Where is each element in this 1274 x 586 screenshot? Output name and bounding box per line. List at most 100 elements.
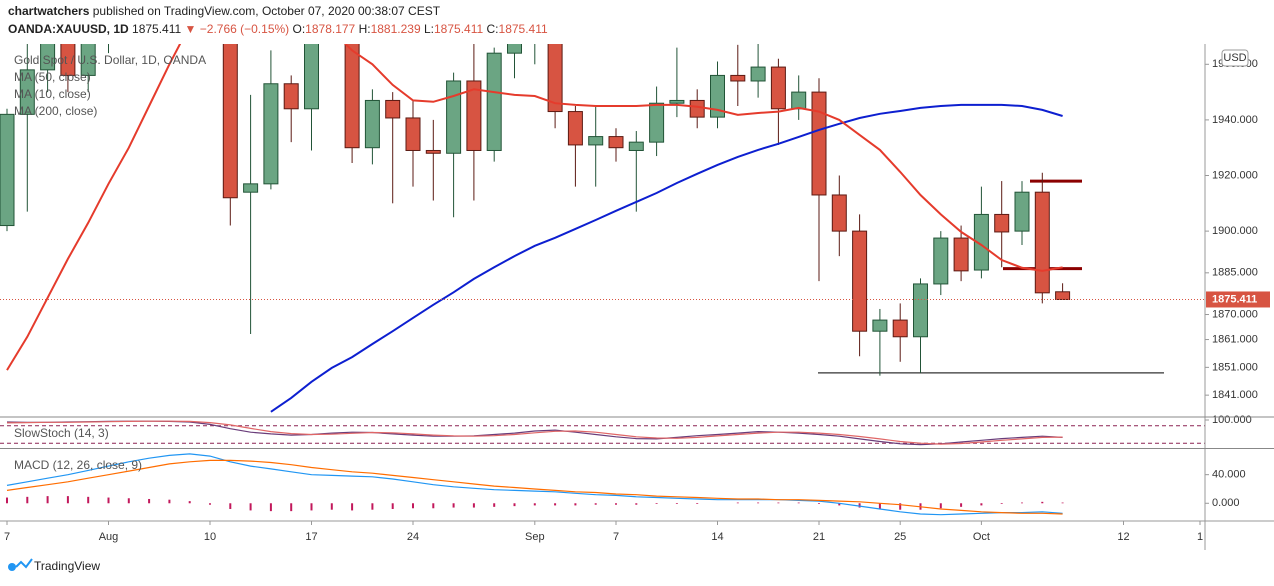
- macd-histogram-bar: [574, 503, 577, 506]
- legend-entry: MA (200, close): [14, 104, 97, 118]
- candle-body: [283, 83, 299, 110]
- macd-histogram-bar: [371, 503, 374, 510]
- ma-line: [6, 44, 1063, 371]
- author: chartwatchers: [8, 4, 90, 18]
- candle-body: [994, 213, 1010, 233]
- macd-histogram-bar: [635, 503, 638, 505]
- candle-body: [304, 44, 319, 110]
- candle-body: [669, 99, 685, 104]
- header-line-2: OANDA:XAUUSD, 1D 1875.411 ▼ −2.766 (−0.1…: [8, 22, 548, 36]
- macd-histogram-bar: [351, 503, 354, 511]
- ohlc-h-key: H:: [359, 22, 371, 36]
- x-tick-label: 1: [1197, 531, 1203, 543]
- currency: USD: [1223, 52, 1246, 64]
- candle-body: [19, 69, 35, 115]
- candle-body: [831, 194, 847, 232]
- ohlc-l-key: L:: [424, 22, 434, 36]
- macd-histogram-bar: [1021, 502, 1023, 504]
- macd-histogram-bar: [493, 503, 496, 507]
- y-tick-label: 1940.000: [1212, 114, 1258, 126]
- macd-title: MACD (12, 26, close, 9): [14, 458, 142, 472]
- macd-histogram-bar: [472, 503, 475, 508]
- macd-histogram-bar: [66, 496, 69, 504]
- macd-histogram-bar: [6, 497, 8, 504]
- brand: TradingView: [34, 559, 100, 573]
- x-tick-label: 7: [613, 531, 619, 543]
- y-tick-label: 0.000: [1212, 497, 1240, 509]
- macd-histogram-bar: [188, 501, 191, 504]
- macd-histogram-bar: [229, 503, 232, 509]
- x-tick-label: Sep: [525, 531, 545, 543]
- candle-body: [425, 149, 441, 154]
- macd-histogram-bar: [269, 503, 272, 512]
- candle-body: [750, 66, 766, 82]
- macd-histogram-bar: [594, 503, 597, 505]
- macd-histogram-bar: [107, 497, 110, 504]
- stoch-pane: [0, 420, 1205, 446]
- macd-histogram-bar: [655, 503, 658, 504]
- candle-body: [1014, 191, 1030, 232]
- candle-body: [466, 80, 482, 151]
- candle-body: [710, 74, 725, 118]
- candle-body: [364, 99, 380, 149]
- y-tick-label: 1920.000: [1212, 169, 1258, 181]
- last-price-box: [1206, 291, 1270, 308]
- candle-body: [222, 44, 238, 199]
- candle-body: [852, 230, 868, 332]
- legend-entry: MA (10, close): [14, 87, 91, 101]
- macd-histogram-bar: [127, 498, 130, 504]
- macd-histogram-bar: [87, 496, 90, 504]
- candle-body: [892, 319, 908, 338]
- change: ▼ −2.766 (−0.15%): [185, 22, 290, 36]
- y-tick-label: 1841.000: [1212, 389, 1258, 401]
- macd-histogram-bar: [1041, 501, 1044, 504]
- candle-body: [0, 113, 15, 227]
- macd-histogram-bar: [1000, 503, 1003, 504]
- candle-body: [60, 44, 76, 76]
- macd-histogram-bar: [26, 496, 29, 504]
- candle-body: [405, 117, 421, 151]
- macd-histogram-bar: [818, 503, 820, 504]
- candle-body: [547, 44, 563, 113]
- symbol: OANDA:XAUUSD, 1D: [8, 22, 129, 36]
- macd-histogram-bar: [878, 503, 881, 509]
- last-price-label: 1875.411: [1212, 293, 1257, 305]
- macd-histogram-bar: [249, 503, 252, 511]
- candle-body: [872, 319, 888, 332]
- y-tick-label: 1861.000: [1212, 333, 1258, 345]
- x-tick-label: 7: [4, 531, 10, 543]
- candle-body: [567, 111, 583, 146]
- macd-histogram-bar: [148, 498, 151, 504]
- x-tick-label: 10: [204, 531, 216, 543]
- candle-body: [385, 99, 401, 119]
- y-tick-label: 1900.000: [1212, 225, 1258, 237]
- x-tick-label: 17: [305, 531, 317, 543]
- candle-body: [770, 66, 786, 110]
- candle-body: [649, 102, 665, 143]
- candle-body: [243, 183, 259, 193]
- macd-histogram-bar: [696, 503, 699, 504]
- currency-badge: [1221, 49, 1249, 67]
- ohlc-o-key: O:: [293, 22, 306, 36]
- macd-histogram-bar: [838, 503, 841, 506]
- y-tick-label: 40.000: [1212, 469, 1246, 481]
- stoch-title: SlowStoch (14, 3): [14, 426, 109, 440]
- macd-histogram-bar: [432, 503, 435, 509]
- ohlc-h: 1881.239: [371, 22, 421, 36]
- macd-histogram-bar: [391, 503, 394, 509]
- candle-body: [80, 44, 96, 76]
- y-tick-label: 100.000: [1212, 414, 1252, 426]
- candle-body: [486, 52, 502, 151]
- legend-entry: MA (50, close): [14, 70, 91, 84]
- x-tick-label: 14: [711, 531, 723, 543]
- macd-histogram-bar: [310, 503, 313, 511]
- y-tick-label: 1851.000: [1212, 361, 1258, 373]
- candle-body: [608, 136, 624, 149]
- macd-pane: [6, 453, 1064, 516]
- price-pane: [0, 44, 1205, 413]
- x-tick-label: Oct: [973, 531, 990, 543]
- candle-body: [588, 136, 604, 146]
